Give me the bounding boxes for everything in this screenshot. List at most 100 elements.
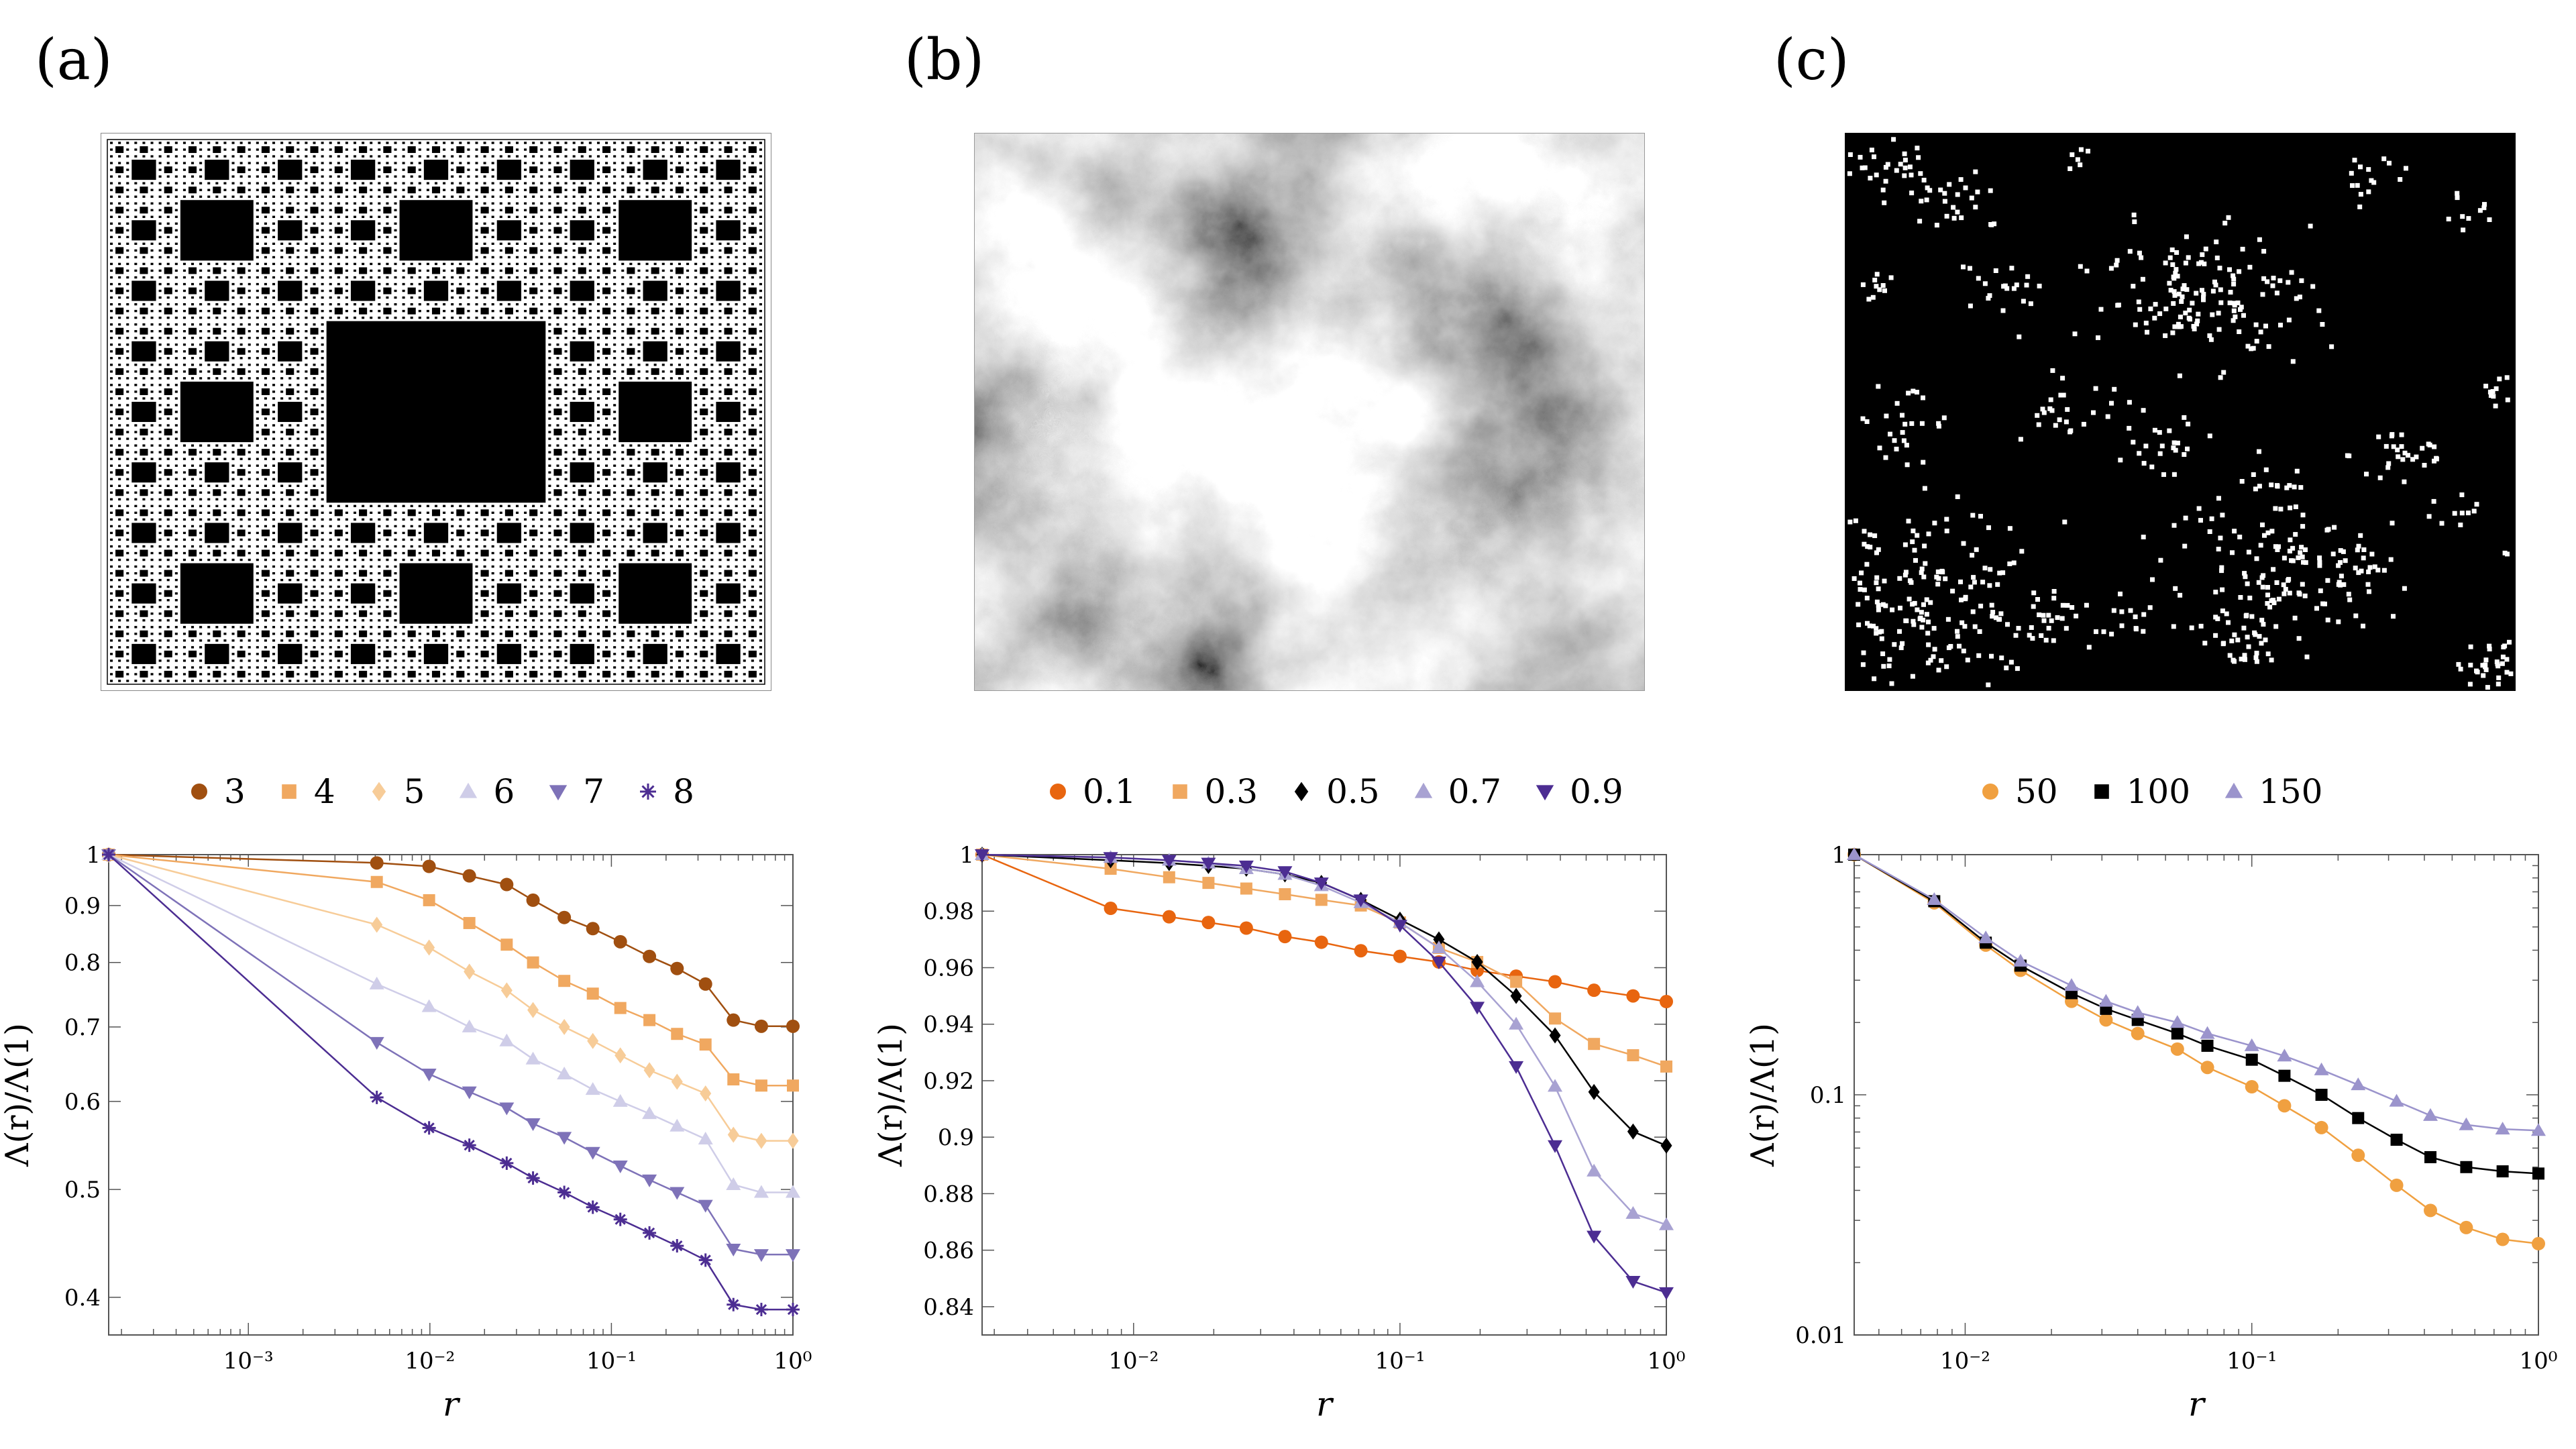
black-background [1845, 133, 2516, 691]
data-point [2244, 1038, 2259, 1051]
plot-c: 10⁻² 10⁻¹ 10⁰ 0.01 0.1 1 r Λ(r)/Λ(1) [1744, 842, 2558, 1424]
x-axis-label: r [1316, 1385, 1334, 1424]
y-tick-label: 1 [959, 842, 974, 869]
data-point [1509, 1061, 1524, 1074]
legend-marker [1294, 782, 1309, 802]
y-tick-label: 0.84 [923, 1294, 974, 1321]
y-tick-label: 0.7 [64, 1014, 101, 1041]
legend-item: 100 [2090, 772, 2190, 811]
data-point [2245, 1080, 2259, 1094]
series-markers-50 [1847, 848, 2545, 1250]
data-point [2130, 1005, 2145, 1018]
data-point [585, 1082, 600, 1095]
legend-item: 0.1 [1046, 772, 1136, 811]
data-point [698, 1132, 713, 1145]
data-point [2351, 1148, 2365, 1163]
data-point [1847, 847, 1862, 860]
legend-label: 6 [493, 772, 515, 811]
point-cloud [1847, 137, 2514, 690]
legend-marker [549, 785, 568, 801]
data-point [1315, 894, 1328, 906]
legend-label: 0.5 [1326, 772, 1380, 811]
y-tick-label: 0.5 [64, 1177, 101, 1203]
fractional-gaussian-field-image [974, 133, 1645, 691]
data-point [2496, 1232, 2510, 1246]
y-tick-label: 0.01 [1795, 1322, 1846, 1349]
data-point [557, 1185, 572, 1199]
data-point [2352, 1112, 2365, 1124]
legend-marker [191, 784, 207, 800]
data-point [423, 939, 435, 956]
data-point [2423, 1108, 2438, 1121]
data-point [557, 910, 572, 924]
series-markers-3 [102, 848, 800, 1033]
data-point [586, 987, 599, 1000]
series-line-0.3 [981, 853, 1667, 1068]
y-tick-label: 0.86 [923, 1238, 974, 1265]
data-point [500, 982, 513, 999]
legend-label: 0.7 [1448, 772, 1502, 811]
data-point [370, 856, 384, 870]
data-point [462, 1019, 477, 1032]
data-point [557, 1132, 572, 1145]
data-point [1510, 987, 1522, 1004]
data-point [1314, 935, 1328, 949]
legend-label: 8 [673, 772, 694, 811]
data-point [1471, 954, 1483, 971]
legend-item: 50 [1979, 772, 2058, 811]
data-point [754, 1019, 768, 1033]
data-point [2169, 1015, 2185, 1028]
data-point [753, 1249, 769, 1263]
x-tick-label: 10⁰ [774, 1348, 812, 1375]
legend-marker-shape [1294, 782, 1309, 802]
legend-marker [372, 782, 386, 802]
data-point [975, 849, 989, 862]
data-point [587, 1032, 599, 1049]
data-point [1587, 1230, 1602, 1244]
data-point [1625, 1275, 1641, 1289]
carpet-holes [110, 142, 762, 682]
legend-label: 0.9 [1570, 772, 1623, 811]
y-tick-label: 0.4 [64, 1285, 101, 1311]
panel-label-c: (c) [1774, 27, 1849, 93]
data-point [614, 1002, 627, 1014]
x-ticks [121, 855, 794, 1335]
x-tick-label: 10⁻² [405, 1348, 455, 1375]
data-point [369, 976, 384, 989]
data-point [500, 877, 514, 892]
data-point [586, 922, 600, 936]
y-tick-label: 0.98 [923, 898, 974, 925]
data-point [2459, 1117, 2474, 1130]
data-point [1660, 1060, 1672, 1073]
data-point [726, 1177, 741, 1190]
data-point [1548, 1079, 1563, 1092]
data-point [2460, 1161, 2473, 1173]
data-point [1103, 852, 1118, 865]
data-point [1470, 1002, 1485, 1015]
data-point [699, 1038, 712, 1051]
data-point [500, 1156, 514, 1170]
data-point [1353, 894, 1368, 908]
series-markers-4 [103, 849, 799, 1092]
y-axis-label: Λ(r)/Λ(1) [872, 1023, 910, 1167]
data-point [1104, 863, 1117, 875]
data-point [612, 1093, 628, 1107]
data-point [727, 1073, 740, 1086]
legend-marker-shape [1982, 784, 1998, 800]
data-point [1660, 995, 1673, 1009]
y-tick-label: 0.1 [1810, 1082, 1846, 1109]
data-point [698, 977, 712, 991]
legend-label: 0.1 [1083, 772, 1136, 811]
y-tick-label: 0.92 [923, 1068, 974, 1095]
series-markers-150 [1847, 847, 2546, 1136]
data-point [700, 1085, 712, 1102]
legend-b: 0.1 0.3 0.5 0.7 0.9 [1046, 765, 1637, 818]
y-axis-label: Λ(r)/Λ(1) [1744, 1023, 1782, 1167]
data-point [2351, 1077, 2366, 1091]
data-point [1627, 1049, 1640, 1062]
data-point [585, 1146, 600, 1160]
data-point [421, 1069, 437, 1082]
x-tick-label: 10⁰ [2520, 1348, 2558, 1375]
data-point [1392, 920, 1407, 933]
data-point [1354, 944, 1368, 958]
